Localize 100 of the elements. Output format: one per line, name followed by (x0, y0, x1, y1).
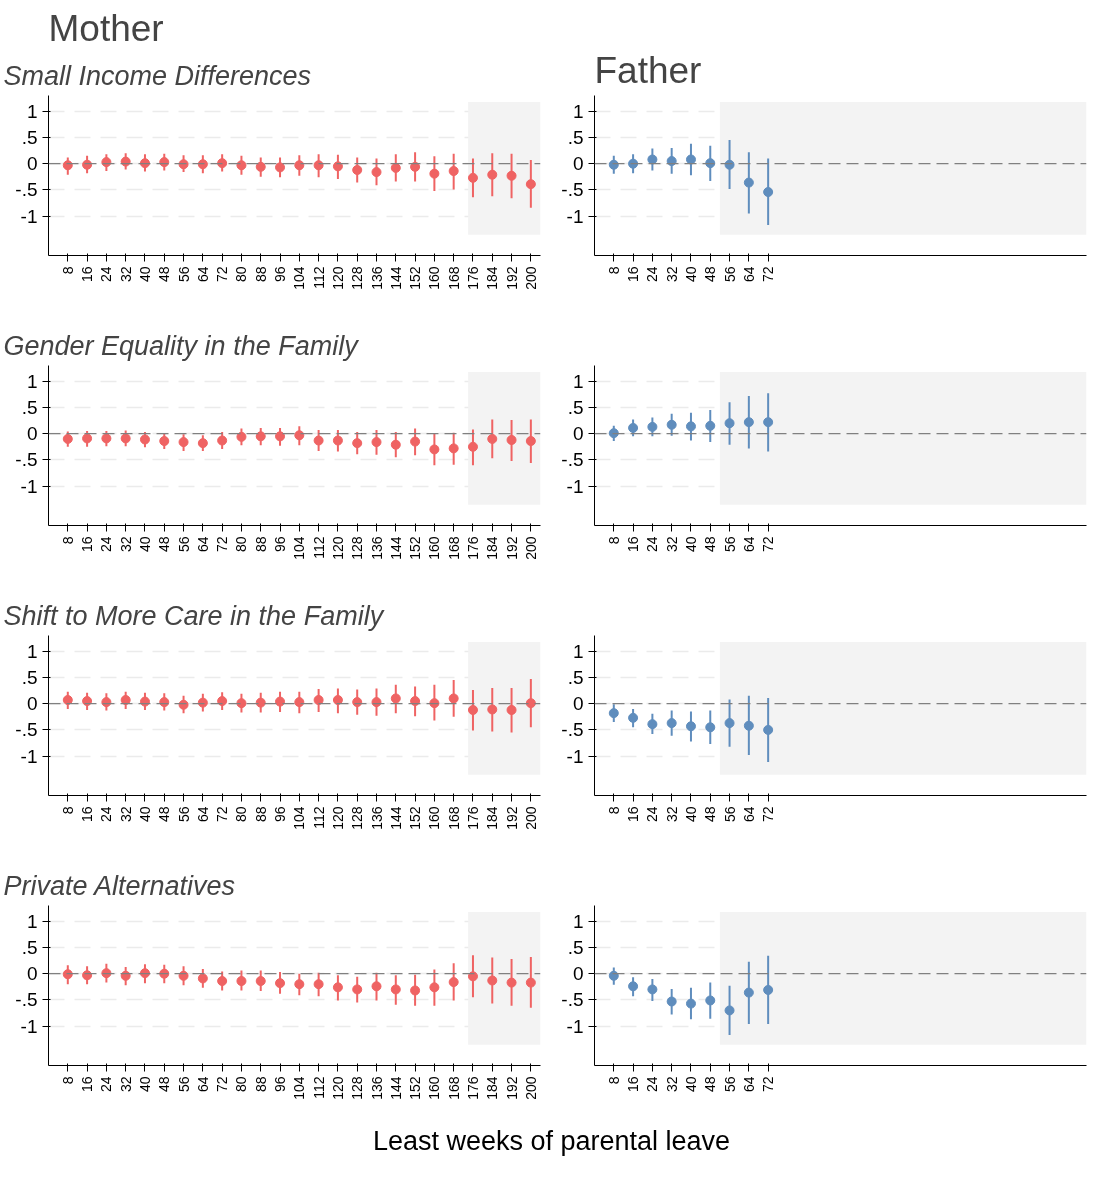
x-tick-label: 192 (503, 806, 520, 830)
x-tick-label: 40 (682, 266, 699, 283)
x-tick-label: 184 (484, 536, 501, 560)
x-tick-label: 64 (194, 266, 211, 283)
x-tick-label: 80 (233, 266, 250, 283)
x-tick-label: 176 (464, 266, 481, 290)
x-tick-label: 88 (252, 806, 269, 823)
y-tick-label: .5 (567, 126, 584, 148)
x-tick-label: 72 (760, 266, 777, 283)
x-tick-label: 152 (407, 536, 424, 560)
x-tick-label: 168 (445, 266, 462, 290)
x-tick-label: 112 (310, 266, 327, 289)
x-tick-label: 16 (625, 806, 642, 823)
y-tick-label: .5 (21, 126, 38, 148)
y-tick-label: 1 (572, 370, 584, 392)
x-tick-label: 168 (445, 1076, 462, 1100)
x-tick-label: 128 (349, 536, 366, 560)
x-tick-label: 40 (682, 1076, 699, 1093)
y-tick-label: -.5 (15, 719, 38, 741)
x-tick-label: 120 (329, 1076, 346, 1100)
x-tick-label: 88 (252, 266, 269, 283)
x-tick-label: 24 (98, 536, 115, 553)
y-tick-label: 1 (572, 910, 584, 932)
x-tick-label: 184 (484, 806, 501, 830)
y-tick-label: .5 (21, 396, 38, 418)
y-tick-label: 0 (26, 693, 38, 715)
x-tick-label: 80 (233, 806, 250, 823)
x-tick-label: 168 (445, 536, 462, 560)
y-tick-label: 0 (26, 423, 38, 445)
chart-subtitle: Shift to More Care in the Family (3, 600, 385, 631)
x-tick-label: 56 (175, 806, 192, 823)
x-tick-label: 48 (702, 266, 719, 283)
x-tick-label: 40 (136, 806, 153, 823)
x-tick-label: 72 (760, 1076, 777, 1093)
x-tick-label: 24 (644, 1076, 661, 1093)
x-tick-label: 24 (644, 266, 661, 283)
x-tick-label: 136 (368, 1076, 385, 1100)
x-tick-label: 96 (272, 266, 289, 283)
y-tick-label: -1 (566, 475, 584, 497)
x-tick-label: 104 (291, 266, 308, 290)
x-tick-label: 160 (426, 536, 443, 560)
x-tick-label: 80 (233, 1076, 250, 1093)
x-tick-label: 8 (605, 536, 622, 545)
x-tick-label: 24 (98, 266, 115, 283)
x-tick-label: 48 (702, 806, 719, 823)
y-tick-label: -1 (566, 1015, 584, 1037)
x-tick-label: 72 (214, 266, 231, 283)
x-tick-label: 104 (291, 1076, 308, 1100)
x-tick-label: 192 (503, 1076, 520, 1100)
x-tick-label: 8 (605, 266, 622, 275)
x-tick-label: 48 (156, 1076, 173, 1093)
y-tick-label: -.5 (561, 719, 584, 741)
x-tick-label: 96 (272, 536, 289, 553)
x-tick-label: 192 (503, 536, 520, 560)
x-tick-label: 120 (329, 806, 346, 830)
chart-subtitle: Gender Equality in the Family (3, 330, 360, 361)
y-tick-label: -.5 (561, 179, 584, 201)
x-tick-label: 40 (682, 806, 699, 823)
x-tick-label: 32 (663, 806, 680, 823)
x-tick-label: 200 (522, 536, 539, 560)
x-tick-label: 16 (79, 266, 96, 283)
y-tick-label: .5 (21, 666, 38, 688)
x-axis-title: Least weeks of parental leave (372, 1125, 731, 1158)
y-tick-label: 0 (572, 693, 584, 715)
x-tick-label: 120 (329, 536, 346, 560)
x-tick-label: 64 (740, 1076, 757, 1093)
x-tick-label: 72 (214, 806, 231, 823)
x-tick-label: 8 (59, 536, 76, 545)
chart-subtitle: Private Alternatives (3, 870, 236, 901)
y-tick-label: .5 (567, 396, 584, 418)
x-tick-label: 112 (310, 1076, 327, 1099)
y-tick-label: -1 (20, 1015, 38, 1037)
x-tick-label: 128 (349, 1076, 366, 1100)
x-tick-label: 16 (79, 536, 96, 553)
x-tick-label: 32 (663, 536, 680, 553)
x-tick-label: 56 (721, 536, 738, 553)
x-tick-label: 8 (605, 1076, 622, 1085)
x-tick-label: 96 (272, 1076, 289, 1093)
y-tick-label: 0 (572, 423, 584, 445)
x-tick-label: 160 (426, 806, 443, 830)
x-tick-label: 200 (522, 1076, 539, 1100)
x-tick-label: 32 (117, 536, 134, 553)
x-tick-label: 32 (117, 266, 134, 283)
x-tick-label: 80 (233, 536, 250, 553)
x-tick-label: 64 (740, 266, 757, 283)
y-tick-label: -1 (566, 205, 584, 227)
x-tick-label: 168 (445, 806, 462, 830)
x-tick-label: 144 (387, 536, 404, 560)
y-tick-label: 1 (26, 640, 38, 662)
x-tick-label: 16 (79, 1076, 96, 1093)
x-tick-label: 16 (625, 1076, 642, 1093)
x-tick-label: 128 (349, 266, 366, 290)
x-tick-label: 176 (464, 536, 481, 560)
x-tick-label: 160 (426, 1076, 443, 1100)
x-tick-label: 64 (740, 806, 757, 823)
x-tick-label: 200 (522, 806, 539, 830)
y-tick-label: 0 (572, 963, 584, 985)
y-tick-label: 0 (572, 153, 584, 175)
x-tick-label: 16 (625, 266, 642, 283)
x-tick-label: 112 (310, 536, 327, 559)
